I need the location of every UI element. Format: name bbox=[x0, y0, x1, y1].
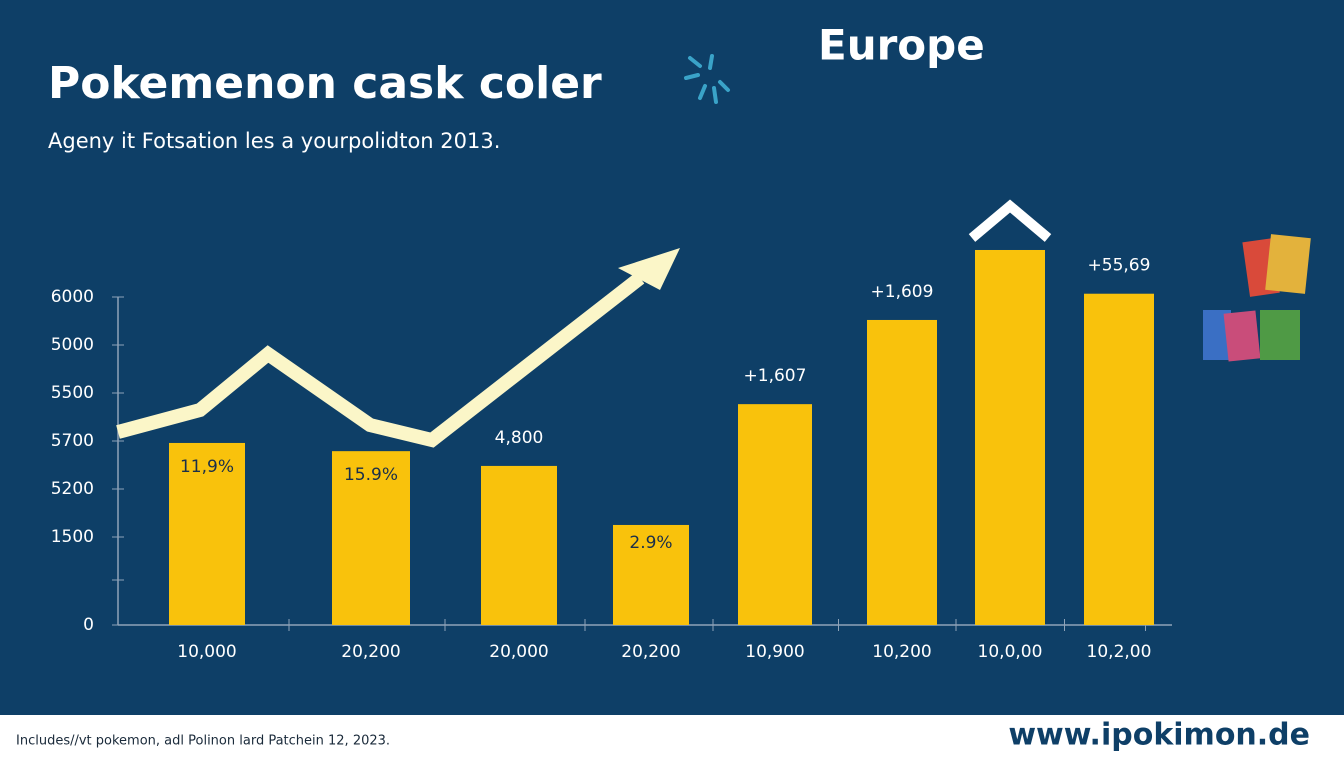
x-tick-label: 10,900 bbox=[745, 642, 804, 662]
bar-annotation: 2.9% bbox=[629, 533, 672, 553]
x-tick-label: 10,000 bbox=[177, 642, 236, 662]
x-tick-label: 20,200 bbox=[621, 642, 680, 662]
y-axis-label: 5500 bbox=[51, 383, 94, 403]
bar-annotation: 11,9% bbox=[180, 457, 234, 477]
x-tick-label: 10,0,00 bbox=[978, 642, 1043, 662]
bar-annotation: 15.9% bbox=[344, 465, 398, 485]
bar bbox=[1084, 293, 1154, 625]
footer-url: www.ipokimon.de bbox=[1008, 718, 1310, 753]
bar-annotation: +1,607 bbox=[744, 366, 807, 386]
trend-arrowhead bbox=[618, 248, 680, 290]
region-label: Europe bbox=[818, 21, 985, 70]
x-tick-label: 10,2,00 bbox=[1087, 642, 1152, 662]
chart-subtitle: Ageny it Fotsation les a yourpolidton 20… bbox=[48, 129, 500, 153]
x-tick-label: 20,000 bbox=[489, 642, 548, 662]
bar bbox=[738, 404, 812, 625]
sparkle-icon bbox=[684, 54, 730, 104]
footer-note: Includes//vt pokemon, adl Polinon lard P… bbox=[16, 734, 390, 749]
bar bbox=[975, 249, 1045, 625]
bar-annotation: +55,69 bbox=[1088, 256, 1151, 276]
bar bbox=[613, 524, 689, 625]
chart-title: Pokemenon cask coler bbox=[48, 58, 602, 109]
bar-annotation: 4,800 bbox=[495, 428, 544, 448]
footer-bar bbox=[0, 715, 1344, 768]
x-tick-label: 10,200 bbox=[872, 642, 931, 662]
y-axis-label: 0 bbox=[83, 615, 94, 635]
y-axis-label: 5000 bbox=[51, 335, 94, 355]
x-tick-label: 20,200 bbox=[341, 642, 400, 662]
y-axis-label: 1500 bbox=[51, 527, 94, 547]
y-axis-label: 6000 bbox=[51, 287, 94, 307]
peak-chevron bbox=[968, 199, 1052, 242]
y-axis-label: 5700 bbox=[51, 431, 94, 451]
trend-arrow bbox=[116, 272, 645, 448]
bar bbox=[481, 465, 557, 625]
bar bbox=[169, 442, 245, 625]
card-icons bbox=[1203, 234, 1311, 362]
y-axis-label: 5200 bbox=[51, 479, 94, 499]
bar bbox=[867, 319, 937, 625]
bar bbox=[332, 451, 410, 625]
bar-annotation: +1,609 bbox=[871, 282, 934, 302]
